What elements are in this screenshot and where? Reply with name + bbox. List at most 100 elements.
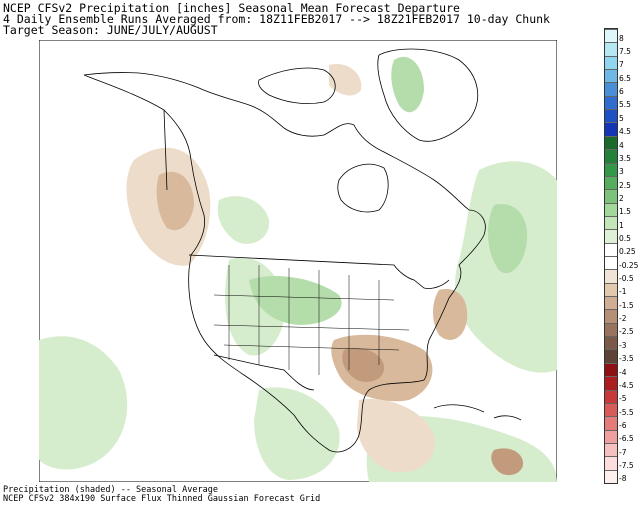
wet-area-pacific bbox=[39, 336, 128, 470]
color-legend bbox=[604, 28, 618, 484]
legend-label: 5.5 bbox=[619, 100, 631, 110]
legend-label: -1 bbox=[619, 287, 627, 297]
legend-label: 2.5 bbox=[619, 180, 631, 190]
legend-swatch bbox=[605, 55, 617, 70]
footer-line-2: NCEP CFSv2 384x190 Surface Flux Thinned … bbox=[3, 494, 321, 504]
legend-swatch bbox=[605, 362, 617, 377]
legend-label: -5.5 bbox=[619, 407, 634, 417]
legend-swatch bbox=[605, 296, 617, 310]
coastline-hispaniola bbox=[493, 415, 522, 421]
legend-swatch bbox=[605, 82, 617, 96]
legend-label: 3.5 bbox=[619, 153, 631, 163]
legend-label: -7.5 bbox=[619, 460, 634, 470]
legend-label: 6.5 bbox=[619, 73, 631, 83]
dry-area-atlantic bbox=[433, 289, 468, 340]
legend-swatch bbox=[605, 322, 617, 337]
legend-label: 1 bbox=[619, 220, 624, 230]
legend-label: -6 bbox=[619, 420, 627, 430]
legend-label: -1.5 bbox=[619, 300, 634, 310]
title-line-1: NCEP CFSv2 Precipitation [inches] Season… bbox=[3, 1, 460, 15]
legend-label: 8 bbox=[619, 33, 624, 43]
legend-swatch bbox=[605, 376, 617, 390]
legend-label: -4.5 bbox=[619, 380, 634, 390]
legend-label: 4 bbox=[619, 140, 624, 150]
wet-area-plains bbox=[249, 275, 342, 325]
legend-label: 6 bbox=[619, 87, 624, 97]
legend-swatch bbox=[605, 256, 617, 270]
legend-swatch bbox=[605, 469, 617, 483]
legend-label: -0.25 bbox=[619, 260, 639, 270]
coastline-hudson-bay bbox=[337, 163, 389, 213]
legend-label: -7 bbox=[619, 447, 627, 457]
legend-label: -6.5 bbox=[619, 434, 634, 444]
legend-swatch bbox=[605, 109, 617, 123]
legend-swatch bbox=[605, 189, 617, 203]
dry-area-arctic bbox=[329, 64, 362, 96]
legend-swatch bbox=[605, 215, 617, 230]
legend-label: 7.5 bbox=[619, 47, 631, 57]
legend-label: -2 bbox=[619, 314, 627, 324]
legend-label: 0.5 bbox=[619, 233, 631, 243]
dry-area-southeast-core bbox=[342, 348, 385, 382]
legend-label: -0.5 bbox=[619, 274, 634, 284]
legend-label: 5 bbox=[619, 113, 624, 123]
legend-label: -2.5 bbox=[619, 327, 634, 337]
legend-swatch bbox=[605, 269, 617, 283]
wet-area-atlantic-core bbox=[487, 204, 528, 274]
legend-swatch bbox=[605, 309, 617, 323]
legend-swatch bbox=[605, 175, 617, 190]
legend-label: -5 bbox=[619, 394, 627, 404]
legend-label: 1.5 bbox=[619, 207, 631, 217]
legend-swatch bbox=[605, 122, 617, 136]
wet-area-canada bbox=[217, 196, 270, 244]
legend-swatch bbox=[605, 442, 617, 457]
legend-swatch bbox=[605, 349, 617, 363]
legend-label: 4.5 bbox=[619, 127, 631, 137]
legend-label: 2 bbox=[619, 193, 624, 203]
legend-swatch bbox=[605, 402, 617, 417]
legend-swatch bbox=[605, 282, 617, 297]
border-canada-us bbox=[188, 254, 450, 289]
legend-swatch bbox=[605, 389, 617, 403]
wet-area-greenland bbox=[391, 56, 424, 113]
legend-swatch bbox=[605, 162, 617, 176]
legend-label: 7 bbox=[619, 60, 624, 70]
legend-swatch bbox=[605, 416, 617, 430]
legend-swatch bbox=[605, 149, 617, 163]
legend-label: -3.5 bbox=[619, 354, 634, 364]
legend-swatch bbox=[605, 42, 617, 56]
coastline-greenland bbox=[377, 48, 478, 142]
border-us-mexico bbox=[213, 354, 315, 391]
legend-swatch bbox=[605, 95, 617, 110]
state-lines bbox=[213, 265, 410, 375]
wet-area-mexico bbox=[254, 387, 340, 480]
legend-label: 3 bbox=[619, 167, 624, 177]
precipitation-map bbox=[38, 39, 558, 483]
legend-swatch bbox=[605, 202, 617, 216]
legend-swatch bbox=[605, 336, 617, 350]
dry-area-northwest-core bbox=[156, 171, 194, 231]
title-line-2: 4 Daily Ensemble Runs Averaged from: 18Z… bbox=[3, 12, 550, 26]
dry-area-caribbean-core bbox=[491, 448, 524, 476]
legend-swatch bbox=[605, 242, 617, 256]
legend-swatch bbox=[605, 135, 617, 150]
legend-label: -4 bbox=[619, 367, 627, 377]
legend-swatch bbox=[605, 429, 617, 443]
legend-label: 0.25 bbox=[619, 247, 636, 257]
legend-label: -8 bbox=[619, 474, 627, 484]
coastline-north-america bbox=[83, 72, 486, 453]
precip-anomaly-shading bbox=[39, 56, 557, 482]
boundaries bbox=[83, 48, 522, 453]
legend-swatch bbox=[605, 29, 617, 43]
footer-line-1: Precipitation (shaded) -- Seasonal Avera… bbox=[3, 485, 218, 495]
dry-area-gulf bbox=[357, 399, 435, 473]
legend-label: -3 bbox=[619, 340, 627, 350]
legend-swatch bbox=[605, 69, 617, 83]
coastline-cuba bbox=[433, 404, 485, 413]
legend-swatch bbox=[605, 229, 617, 243]
border-alaska bbox=[163, 109, 168, 191]
legend-swatch bbox=[605, 456, 617, 470]
coastline-arctic-islands bbox=[258, 67, 336, 104]
map-canvas bbox=[38, 39, 558, 483]
title-line-3: Target Season: JUNE/JULY/AUGUST bbox=[3, 23, 218, 37]
